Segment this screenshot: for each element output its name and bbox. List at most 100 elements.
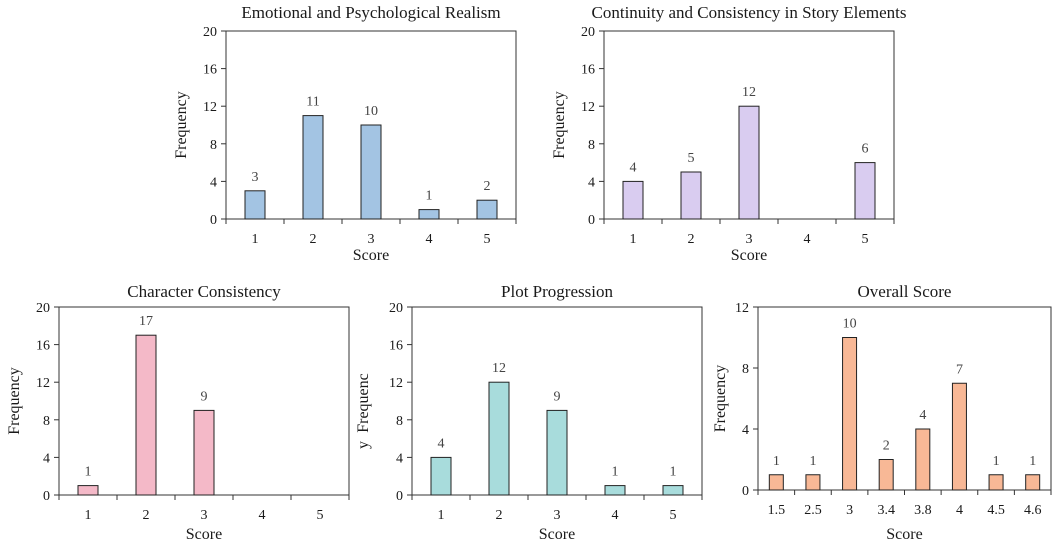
x-tick-label: 4 <box>426 232 433 247</box>
bar <box>476 199 498 220</box>
bar <box>854 162 876 220</box>
y-tick-label: 4 <box>210 175 217 190</box>
x-tick-label: 5 <box>862 232 869 247</box>
y-tick-label: 8 <box>396 414 403 429</box>
x-tick-label: 2 <box>143 508 150 523</box>
bar <box>135 334 157 496</box>
y-tick-label: 4 <box>396 451 403 466</box>
y-axis-label: Frequency <box>6 367 23 435</box>
bar <box>77 485 99 496</box>
bar <box>360 124 382 220</box>
chart-title: Plot Progression <box>501 282 613 301</box>
x-tick-label: 1 <box>630 232 637 247</box>
data-label: 1 <box>993 454 1000 469</box>
x-tick-label: 4 <box>956 503 963 518</box>
data-label: 11 <box>306 95 319 110</box>
x-tick-label: 2 <box>688 232 695 247</box>
y-tick-label: 20 <box>581 25 595 40</box>
data-label: 6 <box>862 142 869 157</box>
y-tick-label: 4 <box>742 423 749 438</box>
bar <box>951 382 967 491</box>
y-tick-label: 16 <box>581 63 595 78</box>
y-tick-label: 8 <box>742 362 749 377</box>
y-tick-label: 4 <box>43 451 50 466</box>
x-tick-label: 5 <box>484 232 491 247</box>
x-tick-label: 1 <box>85 508 92 523</box>
data-label: 1 <box>809 454 816 469</box>
chart-panel-1: Emotional and Psychological Realism04812… <box>173 3 517 264</box>
x-axis-label: Score <box>731 247 767 264</box>
x-tick-label: 1 <box>252 232 259 247</box>
bar <box>768 474 784 491</box>
data-label: 1 <box>85 465 92 480</box>
data-label: 17 <box>139 314 153 329</box>
data-label: 4 <box>919 408 926 423</box>
y-tick-label: 8 <box>210 138 217 153</box>
data-label: 5 <box>688 151 695 166</box>
data-label: 12 <box>492 361 506 376</box>
bar <box>430 456 452 496</box>
x-tick-label: 3.4 <box>877 503 895 518</box>
plot-frame <box>757 306 1052 491</box>
x-axis-label: Score <box>186 526 222 543</box>
y-axis-label: Frequency <box>173 91 190 159</box>
y-tick-label: 12 <box>389 376 403 391</box>
x-tick-label: 3 <box>368 232 375 247</box>
data-label: 3 <box>252 170 259 185</box>
y-tick-label: 20 <box>389 301 403 316</box>
data-label: 1 <box>426 189 433 204</box>
y-tick-label: 16 <box>203 63 217 78</box>
x-tick-label: 3 <box>746 232 753 247</box>
y-axis-label: y <box>355 441 372 449</box>
data-label: 10 <box>843 317 857 332</box>
x-tick-label: 3.8 <box>914 503 932 518</box>
y-tick-label: 0 <box>742 484 749 499</box>
bar <box>1025 474 1041 491</box>
data-label: 1 <box>1029 454 1036 469</box>
x-tick-label: 3 <box>554 508 561 523</box>
chart-panel-4: Plot Progression 0 4 8 12 16 20 1 4 2 12 3 9 4 1 5 1 Scor… <box>355 282 703 543</box>
x-tick-label: 1 <box>438 508 445 523</box>
x-tick-label: 3 <box>846 503 853 518</box>
x-tick-label: 5 <box>317 508 324 523</box>
data-label: 2 <box>883 439 890 454</box>
chart-title: Overall Score <box>858 282 952 301</box>
data-label: 4 <box>438 436 445 451</box>
y-tick-label: 12 <box>203 100 217 115</box>
x-tick-label: 4.6 <box>1024 503 1042 518</box>
y-tick-label: 4 <box>588 175 595 190</box>
bar <box>488 381 510 496</box>
x-tick-label: 2.5 <box>804 503 822 518</box>
bar <box>302 115 324 220</box>
data-label: 4 <box>630 160 637 175</box>
bar <box>738 105 760 220</box>
data-label: 1 <box>773 454 780 469</box>
bar <box>842 337 858 491</box>
data-label: 7 <box>956 362 963 377</box>
y-tick-label: 20 <box>203 25 217 40</box>
y-tick-label: 0 <box>396 489 403 504</box>
y-tick-label: 16 <box>389 339 403 354</box>
data-label: 9 <box>554 389 561 404</box>
data-label: 1 <box>670 465 677 480</box>
chart-title: Continuity and Consistency in Story Elem… <box>592 3 907 22</box>
y-tick-label: 8 <box>588 138 595 153</box>
y-axis-label: Frequency <box>551 91 568 159</box>
x-axis-label: Score <box>353 247 389 264</box>
y-tick-label: 0 <box>43 489 50 504</box>
data-label: 10 <box>364 104 378 119</box>
x-axis-label: Score <box>539 526 575 543</box>
bar <box>622 180 644 220</box>
y-tick-label: 0 <box>210 213 217 228</box>
y-tick-label: 12 <box>735 301 749 316</box>
chart-panel-2: Continuity and Consistency in Story Elem… <box>551 3 906 264</box>
bar <box>878 459 894 491</box>
x-axis-label: Score <box>886 526 922 543</box>
bar <box>604 485 626 496</box>
bar <box>680 171 702 220</box>
bar <box>546 409 568 496</box>
y-tick-label: 20 <box>36 301 50 316</box>
data-label: 1 <box>612 465 619 480</box>
x-tick-label: 4 <box>612 508 619 523</box>
y-tick-label: 8 <box>43 414 50 429</box>
